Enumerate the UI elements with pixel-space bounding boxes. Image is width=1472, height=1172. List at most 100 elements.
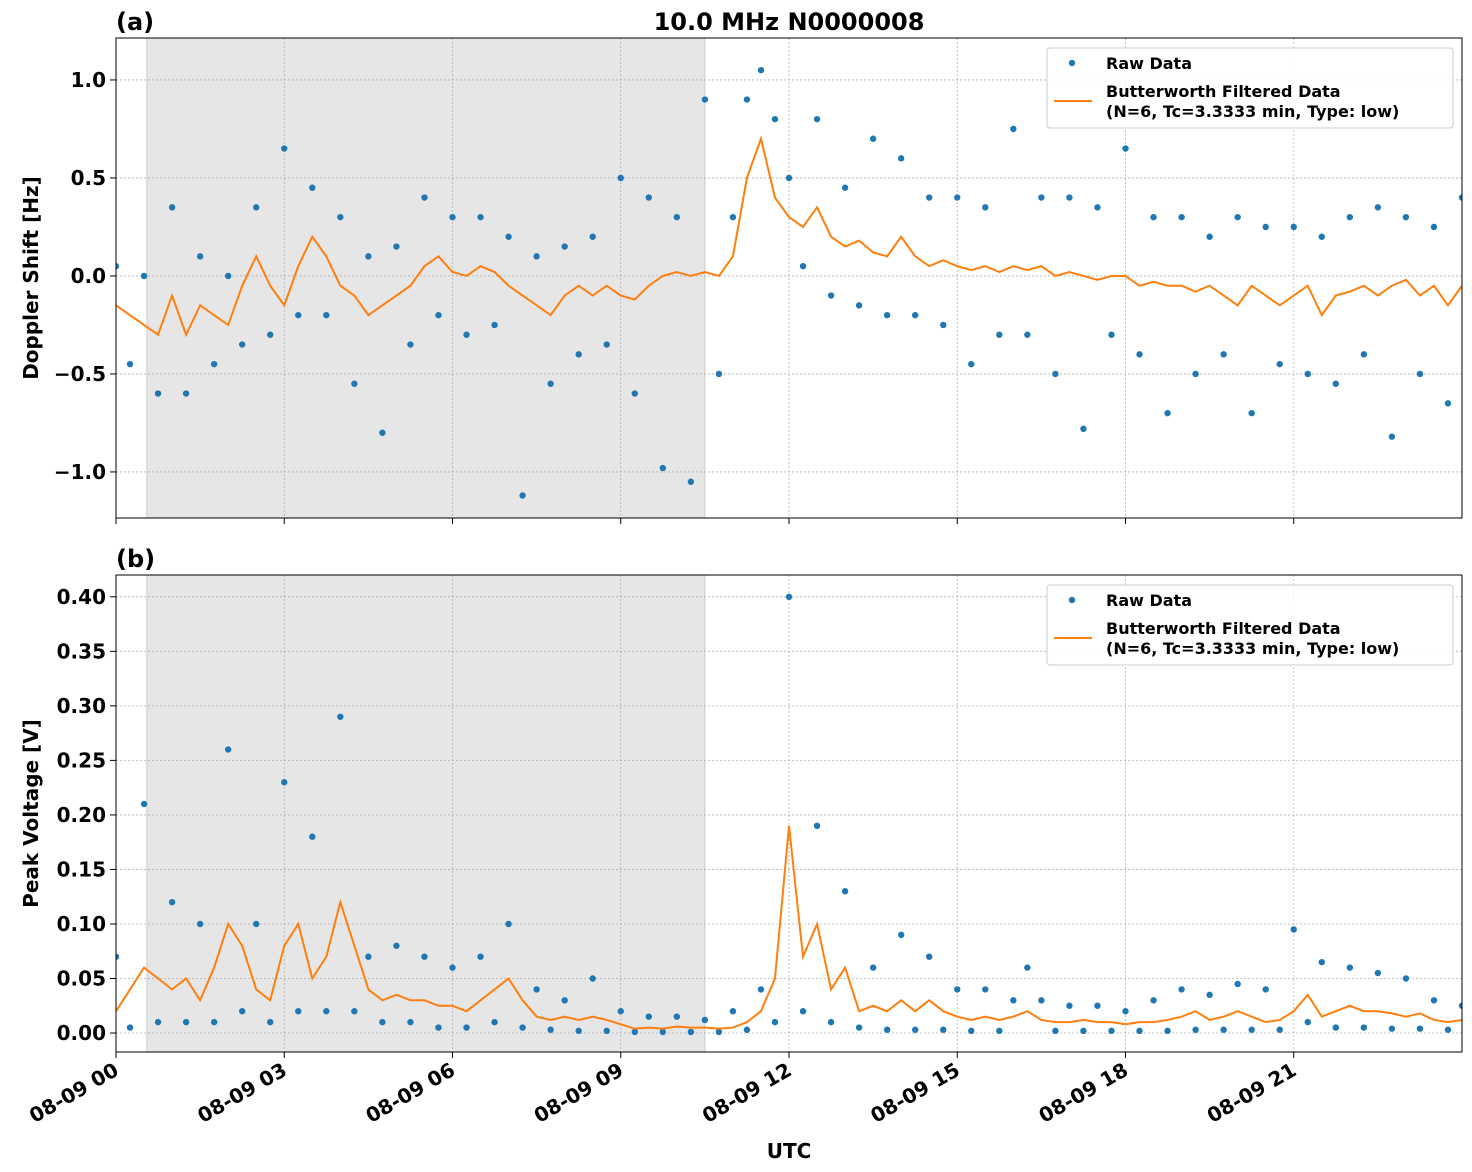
raw-point: [519, 492, 526, 499]
raw-point: [771, 115, 779, 123]
raw-point: [673, 213, 681, 221]
raw-point: [645, 194, 652, 201]
raw-point: [1094, 1002, 1101, 1009]
raw-point: [295, 1008, 302, 1015]
axes-frame: [115, 574, 1463, 1053]
raw-point: [1276, 1026, 1283, 1033]
y-tick-label: 0.05: [57, 966, 106, 990]
raw-point: [1388, 433, 1396, 440]
raw-point: [1080, 425, 1087, 433]
legend-marker: [1068, 59, 1076, 67]
raw-point: [757, 66, 765, 74]
raw-point: [337, 713, 344, 720]
raw-point: [168, 898, 176, 906]
raw-point: [926, 194, 933, 201]
legend-box: [1046, 584, 1454, 666]
raw-point: [253, 204, 260, 211]
raw-point: [1346, 213, 1354, 221]
raw-point: [1010, 997, 1017, 1004]
raw-point: [617, 174, 624, 182]
raw-point: [1024, 331, 1031, 338]
raw-point: [926, 953, 933, 960]
legend: Raw Data Butterworth Filtered Data (N=6, T…: [1046, 584, 1454, 666]
raw-point: [1318, 958, 1325, 966]
raw-point: [1318, 233, 1325, 240]
raw-point: [1080, 1027, 1087, 1035]
y-tick-label: 0.00: [57, 1021, 106, 1045]
legend-label: Raw Data: [1106, 54, 1192, 73]
raw-point: [140, 800, 148, 808]
x-axis-label: UTC: [767, 1139, 812, 1163]
raw-point: [968, 1027, 975, 1035]
raw-point: [477, 213, 484, 221]
raw-point: [1192, 370, 1199, 378]
raw-point: [463, 331, 470, 338]
raw-point: [1150, 213, 1157, 221]
raw-point: [267, 331, 274, 338]
raw-point: [911, 311, 919, 319]
raw-point: [154, 390, 162, 397]
raw-point: [126, 1024, 134, 1031]
filtered-line: [116, 825, 1462, 1030]
raw-point: [238, 341, 246, 348]
raw-point: [954, 194, 961, 201]
raw-point: [281, 145, 288, 152]
raw-point: [1038, 194, 1045, 201]
raw-point: [140, 272, 148, 280]
raw-point: [1136, 351, 1143, 358]
raw-point: [617, 1008, 624, 1015]
y-tick-label: 0.15: [57, 857, 106, 881]
panel: −1.0 −0.5 0.0 0.5 1.0 (a) 10.0 MHz N0000008 Dop…: [19, 8, 1463, 524]
raw-point: [701, 1016, 709, 1024]
shaded-span: [146, 37, 706, 519]
raw-point: [1164, 1027, 1171, 1035]
raw-point: [1024, 964, 1031, 971]
raw-point: [561, 243, 568, 250]
raw-point: [575, 351, 582, 358]
raw-point: [785, 174, 793, 182]
raw-point: [1290, 223, 1297, 231]
raw-point: [659, 464, 667, 472]
raw-point: [421, 953, 428, 960]
plot-area: [116, 593, 1462, 1036]
x-tick-label: 08-09 00: [25, 1058, 123, 1128]
raw-point: [337, 213, 344, 221]
raw-point: [533, 986, 540, 993]
raw-point: [1360, 351, 1368, 358]
raw-point: [379, 429, 386, 436]
raw-point: [1220, 351, 1227, 358]
raw-point: [589, 233, 596, 240]
raw-point: [1416, 1025, 1424, 1032]
raw-point: [1416, 370, 1424, 378]
raw-point: [968, 360, 975, 368]
raw-point: [182, 1018, 190, 1026]
raw-point: [519, 1024, 526, 1031]
raw-point: [1304, 370, 1311, 378]
raw-point: [1346, 964, 1354, 971]
y-tick-label: 0.10: [57, 912, 106, 936]
raw-point: [1374, 204, 1382, 211]
raw-point: [757, 986, 765, 993]
legend-label: Butterworth Filtered Data (N=6, Tc=3.3333…: [1106, 619, 1399, 658]
raw-point: [1178, 986, 1185, 993]
y-tick-label: 0.35: [57, 639, 106, 663]
raw-point: [869, 964, 877, 971]
y-axis-label: Peak Voltage [V]: [19, 719, 43, 908]
raw-point: [1402, 975, 1410, 982]
raw-point: [210, 1018, 218, 1026]
raw-point: [1052, 370, 1059, 378]
raw-point: [1332, 1024, 1340, 1031]
raw-point: [477, 953, 484, 960]
y-tick-label: 0.0: [71, 264, 106, 288]
raw-point: [435, 311, 442, 319]
raw-point: [168, 204, 176, 211]
raw-point: [659, 1028, 667, 1036]
raw-point: [505, 233, 512, 240]
raw-point: [855, 302, 863, 309]
raw-point: [196, 920, 204, 928]
raw-point: [954, 986, 961, 993]
shaded-span: [146, 574, 706, 1053]
raw-point: [295, 311, 302, 319]
raw-point: [463, 1024, 470, 1031]
raw-point: [1234, 980, 1241, 988]
